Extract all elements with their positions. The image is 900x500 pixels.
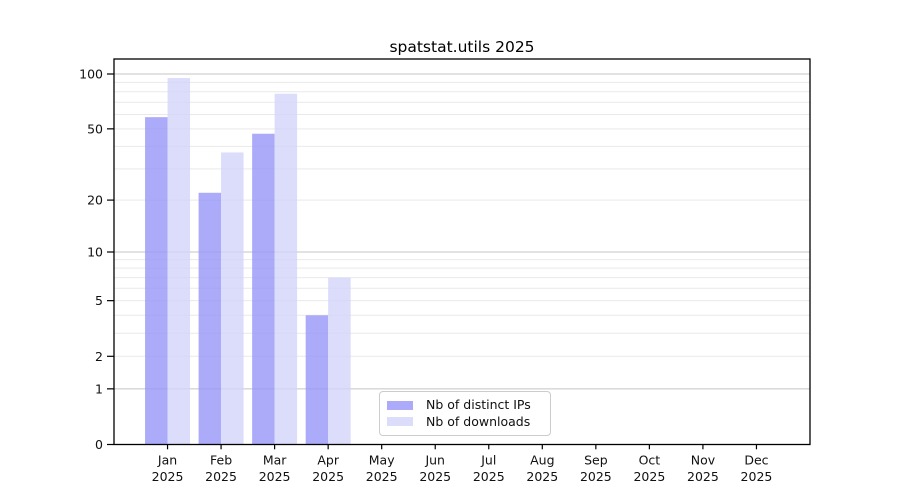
y-tick-label: 50 — [87, 121, 103, 136]
x-tick-label-year: 2025 — [580, 469, 612, 484]
x-tick-label-month: Aug — [530, 453, 554, 468]
axes: 0125102050100Jan2025Feb2025Mar2025Apr202… — [79, 58, 811, 484]
x-tick-label-year: 2025 — [473, 469, 505, 484]
legend-swatch-downloads — [387, 417, 413, 427]
bar-ips-jan — [145, 117, 168, 445]
legend-item-distinct-ips: Nb of distinct IPs — [387, 397, 550, 412]
x-tick-label-year: 2025 — [526, 469, 558, 484]
x-tick-label-year: 2025 — [419, 469, 451, 484]
y-tick-label: 100 — [79, 67, 103, 82]
x-tick-label-year: 2025 — [152, 469, 184, 484]
bar-ips-apr — [305, 315, 329, 445]
x-tick-label-year: 2025 — [259, 469, 291, 484]
bar-downloads-apr — [328, 277, 351, 445]
gridlines — [114, 73, 810, 390]
x-tick-label-year: 2025 — [312, 469, 344, 484]
x-tick-label-year: 2025 — [366, 469, 398, 484]
x-tick-label-month: Oct — [639, 453, 661, 468]
x-tick-label-month: Jul — [480, 453, 496, 468]
bar-ips-feb — [198, 192, 222, 445]
legend-item-downloads: Nb of downloads — [387, 413, 550, 429]
x-tick-label-year: 2025 — [741, 469, 773, 484]
bar-downloads-feb — [221, 152, 244, 445]
x-tick-label-month: Dec — [744, 453, 768, 468]
x-tick-label-month: Jan — [157, 453, 177, 468]
legend-label-downloads: Nb of downloads — [426, 413, 531, 429]
x-tick-label-month: Apr — [317, 453, 339, 468]
x-tick-label-month: Nov — [691, 453, 716, 468]
bar-downloads-mar — [274, 93, 298, 445]
y-tick-label: 1 — [95, 381, 103, 396]
x-tick-label-month: Feb — [210, 453, 232, 468]
x-tick-label-month: Mar — [263, 453, 287, 468]
y-tick-label: 2 — [95, 349, 103, 364]
x-tick-label-month: Jun — [424, 453, 445, 468]
legend-swatch-distinct-ips — [387, 400, 413, 410]
x-tick-label-year: 2025 — [687, 469, 719, 484]
chart-title: spatstat.utils 2025 — [389, 38, 534, 56]
x-tick-label-year: 2025 — [205, 469, 237, 484]
legend-label-distinct-ips: Nb of distinct IPs — [426, 397, 531, 412]
y-tick-label: 5 — [95, 293, 103, 308]
y-tick-label: 0 — [95, 437, 103, 452]
x-tick-label-month: May — [369, 453, 395, 468]
y-tick-label: 10 — [87, 244, 103, 259]
bar-downloads-jan — [167, 78, 191, 445]
bar-ips-mar — [252, 133, 275, 445]
legend: Nb of distinct IPs Nb of downloads — [379, 391, 551, 436]
x-tick-label-year: 2025 — [633, 469, 665, 484]
x-tick-label-month: Sep — [584, 453, 608, 468]
bars — [145, 78, 351, 445]
y-tick-label: 20 — [87, 193, 103, 208]
